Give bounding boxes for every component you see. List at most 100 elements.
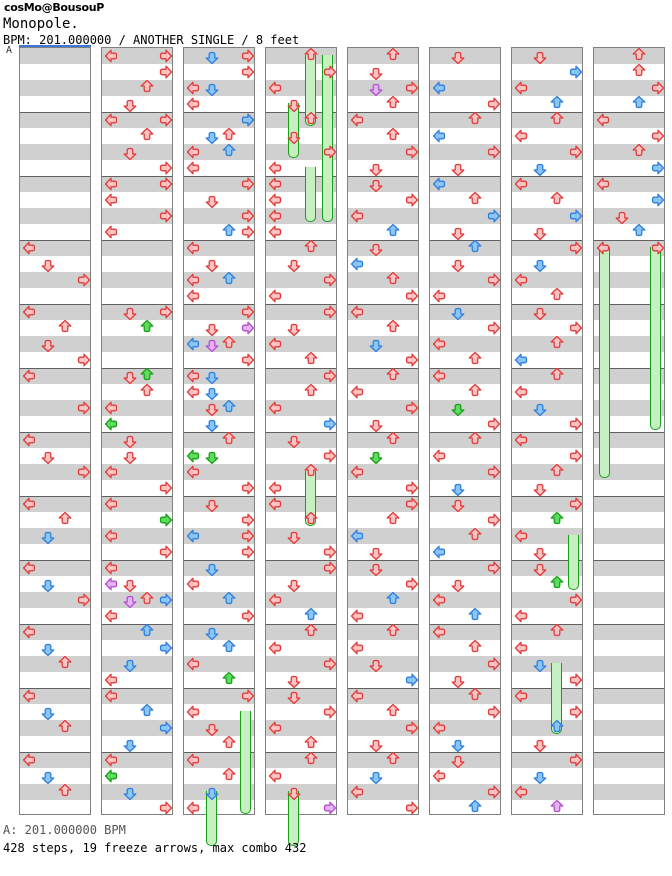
- note-arrow[interactable]: [237, 63, 255, 81]
- note-arrow[interactable]: [647, 239, 665, 257]
- note-arrow[interactable]: [350, 303, 368, 321]
- note-arrow[interactable]: [514, 383, 532, 401]
- note-arrow[interactable]: [531, 655, 549, 673]
- note-arrow[interactable]: [203, 319, 221, 337]
- note-arrow[interactable]: [56, 319, 74, 337]
- note-arrow[interactable]: [432, 335, 450, 353]
- note-arrow[interactable]: [302, 511, 320, 529]
- note-arrow[interactable]: [319, 271, 337, 289]
- chart-column[interactable]: [19, 47, 91, 815]
- note-arrow[interactable]: [203, 383, 221, 401]
- note-arrow[interactable]: [22, 495, 40, 513]
- note-arrow[interactable]: [565, 703, 583, 721]
- note-arrow[interactable]: [514, 175, 532, 193]
- note-arrow[interactable]: [483, 95, 501, 113]
- note-arrow[interactable]: [367, 79, 385, 97]
- note-arrow[interactable]: [630, 95, 648, 113]
- note-arrow[interactable]: [432, 543, 450, 561]
- note-arrow[interactable]: [186, 271, 204, 289]
- note-arrow[interactable]: [186, 79, 204, 97]
- note-arrow[interactable]: [56, 511, 74, 529]
- note-arrow[interactable]: [302, 239, 320, 257]
- note-arrow[interactable]: [548, 511, 566, 529]
- freeze-arrow-body[interactable]: [322, 183, 333, 215]
- note-arrow[interactable]: [531, 255, 549, 273]
- note-arrow[interactable]: [237, 223, 255, 241]
- note-arrow[interactable]: [548, 719, 566, 737]
- note-arrow[interactable]: [186, 447, 204, 465]
- note-arrow[interactable]: [432, 767, 450, 785]
- note-arrow[interactable]: [596, 111, 614, 129]
- note-arrow[interactable]: [432, 591, 450, 609]
- note-arrow[interactable]: [121, 575, 139, 593]
- chart-column[interactable]: [101, 47, 173, 815]
- freeze-arrow-body[interactable]: [599, 247, 610, 471]
- note-arrow[interactable]: [73, 463, 91, 481]
- note-arrow[interactable]: [186, 159, 204, 177]
- chart-column[interactable]: [183, 47, 255, 846]
- note-arrow[interactable]: [285, 127, 303, 145]
- note-arrow[interactable]: [565, 671, 583, 689]
- note-arrow[interactable]: [548, 287, 566, 305]
- note-arrow[interactable]: [449, 671, 467, 689]
- note-arrow[interactable]: [302, 351, 320, 369]
- note-arrow[interactable]: [104, 607, 122, 625]
- note-arrow[interactable]: [319, 703, 337, 721]
- note-arrow[interactable]: [220, 431, 238, 449]
- note-arrow[interactable]: [548, 463, 566, 481]
- note-arrow[interactable]: [449, 495, 467, 513]
- note-arrow[interactable]: [104, 175, 122, 193]
- note-arrow[interactable]: [138, 127, 156, 145]
- notechart-board[interactable]: [0, 47, 672, 846]
- note-arrow[interactable]: [384, 703, 402, 721]
- note-arrow[interactable]: [531, 767, 549, 785]
- note-arrow[interactable]: [237, 511, 255, 529]
- note-arrow[interactable]: [22, 367, 40, 385]
- note-arrow[interactable]: [548, 191, 566, 209]
- note-arrow[interactable]: [514, 271, 532, 289]
- note-arrow[interactable]: [483, 703, 501, 721]
- note-arrow[interactable]: [319, 367, 337, 385]
- note-arrow[interactable]: [630, 143, 648, 161]
- note-arrow[interactable]: [367, 655, 385, 673]
- note-arrow[interactable]: [22, 559, 40, 577]
- note-arrow[interactable]: [268, 399, 286, 417]
- note-arrow[interactable]: [401, 719, 419, 737]
- note-arrow[interactable]: [432, 175, 450, 193]
- note-arrow[interactable]: [319, 415, 337, 433]
- note-arrow[interactable]: [514, 639, 532, 657]
- note-arrow[interactable]: [220, 127, 238, 145]
- note-arrow[interactable]: [220, 767, 238, 785]
- chart-column[interactable]: [347, 47, 419, 815]
- note-arrow[interactable]: [367, 447, 385, 465]
- note-arrow[interactable]: [121, 95, 139, 113]
- note-arrow[interactable]: [531, 47, 549, 65]
- note-arrow[interactable]: [121, 447, 139, 465]
- note-arrow[interactable]: [220, 223, 238, 241]
- note-arrow[interactable]: [449, 255, 467, 273]
- note-arrow[interactable]: [39, 575, 57, 593]
- note-arrow[interactable]: [367, 543, 385, 561]
- note-arrow[interactable]: [319, 799, 337, 817]
- note-arrow[interactable]: [203, 255, 221, 273]
- note-arrow[interactable]: [565, 207, 583, 225]
- note-arrow[interactable]: [514, 687, 532, 705]
- note-arrow[interactable]: [104, 495, 122, 513]
- note-arrow[interactable]: [449, 751, 467, 769]
- freeze-arrow-body[interactable]: [240, 711, 251, 807]
- note-arrow[interactable]: [39, 639, 57, 657]
- note-arrow[interactable]: [514, 127, 532, 145]
- note-arrow[interactable]: [285, 527, 303, 545]
- note-arrow[interactable]: [350, 527, 368, 545]
- note-arrow[interactable]: [302, 463, 320, 481]
- note-arrow[interactable]: [384, 511, 402, 529]
- note-arrow[interactable]: [466, 383, 484, 401]
- note-arrow[interactable]: [138, 79, 156, 97]
- note-arrow[interactable]: [548, 367, 566, 385]
- note-arrow[interactable]: [155, 543, 173, 561]
- note-arrow[interactable]: [384, 319, 402, 337]
- note-arrow[interactable]: [104, 223, 122, 241]
- note-arrow[interactable]: [483, 783, 501, 801]
- note-arrow[interactable]: [121, 303, 139, 321]
- freeze-arrow-body[interactable]: [322, 135, 333, 215]
